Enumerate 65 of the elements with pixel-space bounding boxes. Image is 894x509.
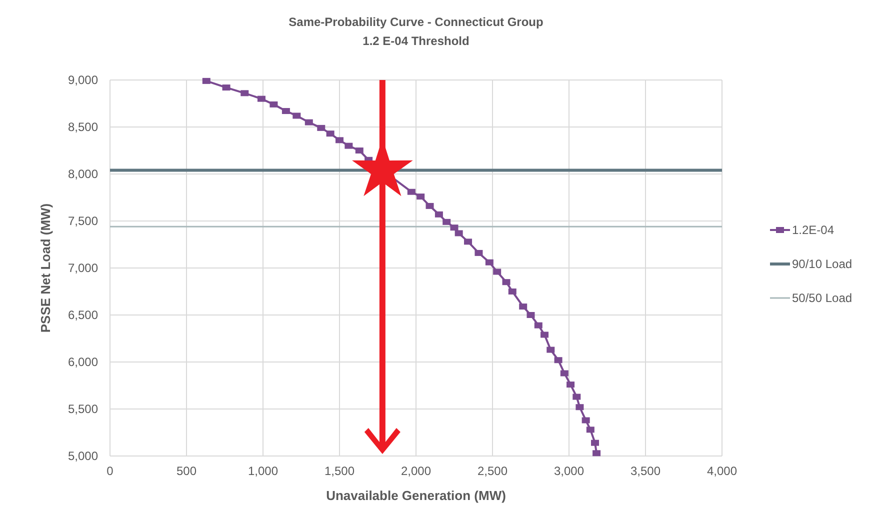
y-tick-label: 5,000 <box>68 449 98 463</box>
point <box>554 357 562 364</box>
x-tick-label: 1,500 <box>324 464 355 478</box>
legend-label: 90/10 Load <box>792 257 852 271</box>
point <box>582 417 590 424</box>
x-tick-label: 500 <box>176 464 197 478</box>
point <box>540 332 549 338</box>
x-tick-label: 4,000 <box>706 464 738 478</box>
point <box>526 312 535 318</box>
point <box>317 124 326 131</box>
y-tick-label: 8,000 <box>68 167 98 181</box>
point <box>442 218 451 225</box>
point <box>270 101 278 108</box>
point <box>560 370 568 376</box>
point <box>326 130 334 137</box>
point <box>591 440 600 446</box>
point <box>336 137 344 144</box>
point <box>292 112 301 119</box>
point <box>222 84 230 91</box>
point <box>566 382 575 388</box>
point <box>464 238 472 245</box>
y-tick-label: 7,000 <box>68 261 98 275</box>
legend-label: 50/50 Load <box>792 291 852 305</box>
point <box>257 96 266 102</box>
point <box>502 279 510 286</box>
x-tick-label: 0 <box>106 464 114 478</box>
x-tick-label: 1,000 <box>248 464 278 478</box>
y-tick-label: 6,500 <box>68 308 98 322</box>
y-tick-label: 7,500 <box>68 214 98 228</box>
point <box>304 119 313 126</box>
x-tick-label: 3,000 <box>554 464 584 478</box>
point <box>240 90 249 96</box>
point <box>586 426 594 433</box>
point <box>508 288 516 294</box>
x-axis-title: Unavailable Generation (MW) <box>326 488 506 503</box>
y-tick-label: 5,500 <box>68 402 98 416</box>
x-tick-label: 3,500 <box>630 464 661 478</box>
point <box>534 322 542 328</box>
point <box>282 108 290 114</box>
x-tick-label: 2,500 <box>477 464 508 478</box>
y-axis-title: PSSE Net Load (MW) <box>38 203 53 333</box>
y-tick-label: 6,000 <box>68 355 98 369</box>
y-tick-label: 8,500 <box>68 120 98 134</box>
point <box>493 268 502 275</box>
point <box>519 304 528 310</box>
chart-subtitle: 1.2 E-04 Threshold <box>362 34 470 48</box>
point <box>576 404 584 410</box>
point <box>202 78 210 84</box>
point <box>572 394 581 400</box>
point <box>546 346 555 353</box>
y-tick-label: 9,000 <box>68 73 98 87</box>
point <box>454 230 463 236</box>
point <box>592 450 601 456</box>
point <box>344 142 353 149</box>
legend-label: 1.2E-04 <box>792 223 834 237</box>
chart-title: Same-Probability Curve - Connecticut Group <box>288 15 544 29</box>
point <box>407 188 416 195</box>
point <box>416 194 425 200</box>
x-tick-label: 2,000 <box>400 464 432 478</box>
point <box>426 202 434 209</box>
point <box>485 259 494 266</box>
point <box>450 224 458 231</box>
point <box>474 250 483 256</box>
point <box>355 148 364 154</box>
point <box>434 211 443 218</box>
